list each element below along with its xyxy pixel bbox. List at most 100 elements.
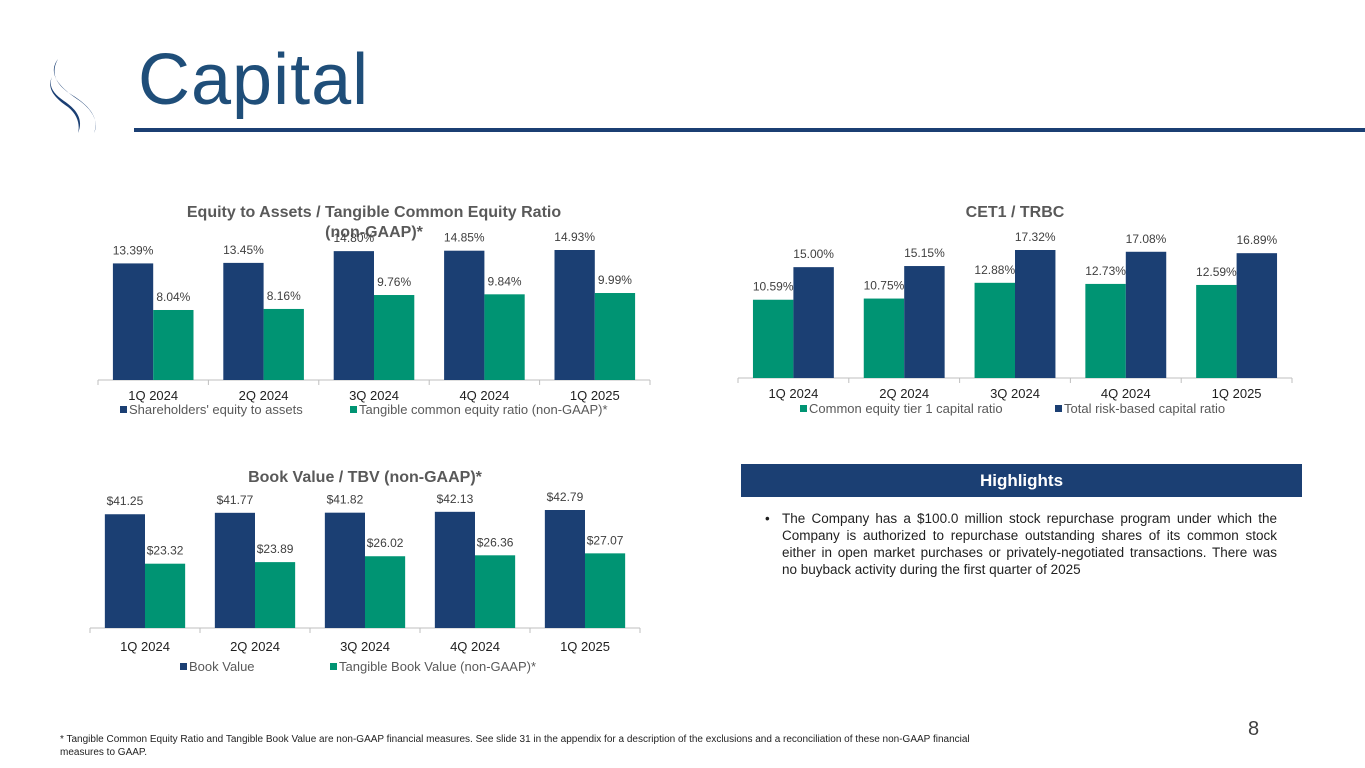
x-tick-label: 1Q 2025 (570, 388, 620, 403)
bar (374, 295, 415, 380)
data-label: 12.88% (974, 263, 1015, 277)
bar (904, 266, 945, 378)
legend-label: Tangible Book Value (non-GAAP)* (339, 659, 536, 674)
x-tick-label: 1Q 2025 (560, 639, 610, 654)
bar (1196, 284, 1237, 378)
bar (214, 512, 255, 628)
page-number: 8 (1248, 718, 1260, 740)
bar (863, 298, 905, 378)
data-label: 13.39% (113, 243, 154, 257)
legend-swatch (350, 406, 357, 413)
bar (1125, 251, 1167, 378)
x-tick-label: 1Q 2024 (768, 386, 818, 401)
chart-title: Book Value / TBV (non-GAAP)* (248, 469, 483, 486)
x-tick-label: 2Q 2024 (239, 388, 289, 403)
legend-swatch (1055, 405, 1062, 412)
bar (544, 510, 585, 628)
data-label: 8.04% (156, 290, 190, 304)
x-tick-label: 3Q 2024 (340, 639, 390, 654)
legend-swatch (330, 663, 337, 670)
data-label: $27.07 (587, 533, 624, 547)
bar (793, 267, 834, 378)
data-label: 14.93% (554, 230, 595, 244)
data-label: 9.76% (377, 275, 411, 289)
x-tick-label: 4Q 2024 (450, 639, 500, 654)
highlights-bullet: • The Company has a $100.0 million stock… (765, 510, 1277, 578)
chart-title: CET1 / TRBC (966, 204, 1065, 221)
bar (153, 309, 194, 380)
bar (333, 251, 374, 380)
data-label: $41.82 (327, 493, 364, 507)
data-label: $41.25 (107, 494, 144, 508)
slide-title: Capital (138, 40, 370, 120)
bar (365, 556, 406, 628)
legend-label: Shareholders' equity to assets (129, 402, 303, 417)
company-logo (50, 59, 96, 133)
cet1-trbc-chart: CET1 / TRBC 10.59% 15.00% 1Q 2024 10.75% 15.1… (737, 204, 1293, 416)
data-label: $42.13 (437, 492, 474, 506)
data-label: 9.84% (488, 274, 522, 288)
bar (1015, 250, 1056, 378)
x-tick-label: 2Q 2024 (230, 639, 280, 654)
data-label: $42.79 (547, 490, 584, 504)
x-tick-label: 1Q 2025 (1212, 386, 1262, 401)
x-tick-label: 2Q 2024 (879, 386, 929, 401)
data-label: 10.75% (864, 279, 905, 293)
legend-swatch (800, 405, 807, 412)
bar (974, 282, 1015, 378)
data-label: $23.89 (257, 542, 294, 556)
bar (585, 553, 626, 628)
data-label: 15.15% (904, 246, 945, 260)
bar (475, 555, 516, 628)
legend-swatch (180, 663, 187, 670)
bar (752, 299, 794, 378)
x-tick-label: 4Q 2024 (459, 388, 509, 403)
bar (1085, 283, 1126, 378)
bar (444, 250, 485, 380)
data-label: 13.45% (223, 243, 264, 257)
logo-swoosh-inner (50, 77, 81, 133)
data-label: 8.16% (267, 289, 301, 303)
x-tick-label: 3Q 2024 (990, 386, 1040, 401)
bar (324, 512, 365, 628)
legend-label: Book Value (189, 659, 255, 674)
x-tick-label: 3Q 2024 (349, 388, 399, 403)
data-label: $26.36 (477, 535, 514, 549)
legend-label: Tangible common equity ratio (non-GAAP)* (359, 402, 608, 417)
x-tick-label: 1Q 2024 (128, 388, 178, 403)
bar (223, 262, 264, 380)
data-label: $26.02 (367, 536, 404, 550)
bullet-glyph: • (765, 511, 770, 526)
data-label: 12.73% (1085, 264, 1126, 278)
title-divider (134, 128, 1365, 132)
bar (1236, 253, 1278, 378)
bar (263, 308, 304, 380)
x-tick-label: 1Q 2024 (120, 639, 170, 654)
data-label: 14.80% (334, 231, 375, 245)
data-label: 17.08% (1126, 232, 1167, 246)
data-label: 16.89% (1236, 233, 1277, 247)
legend-label: Common equity tier 1 capital ratio (809, 401, 1003, 416)
book-value-chart: Book Value / TBV (non-GAAP)* $41.25 $23.32… (89, 469, 641, 674)
chart-title: Equity to Assets / Tangible Common Equit… (187, 204, 561, 221)
bar (484, 294, 525, 380)
data-label: 15.00% (793, 247, 834, 261)
bar (104, 514, 145, 628)
bar (255, 562, 296, 628)
data-label: 9.99% (598, 273, 632, 287)
bar (594, 293, 636, 380)
legend-swatch (120, 406, 127, 413)
data-label: 12.59% (1196, 265, 1237, 279)
data-label: $41.77 (217, 493, 254, 507)
data-label: 17.32% (1015, 230, 1056, 244)
logo-swoosh-outer (53, 59, 96, 133)
data-label: 14.85% (444, 231, 485, 245)
chart-title: (non-GAAP)* (325, 224, 424, 241)
data-label: 10.59% (753, 280, 794, 294)
bar (145, 563, 186, 628)
highlights-header: Highlights (741, 464, 1302, 497)
bar (434, 511, 475, 628)
bar (112, 263, 154, 380)
equity-ratio-chart: Equity to Assets / Tangible Common Equit… (97, 204, 651, 417)
highlights-bullet-text: The Company has a $100.0 million stock r… (782, 511, 1277, 577)
